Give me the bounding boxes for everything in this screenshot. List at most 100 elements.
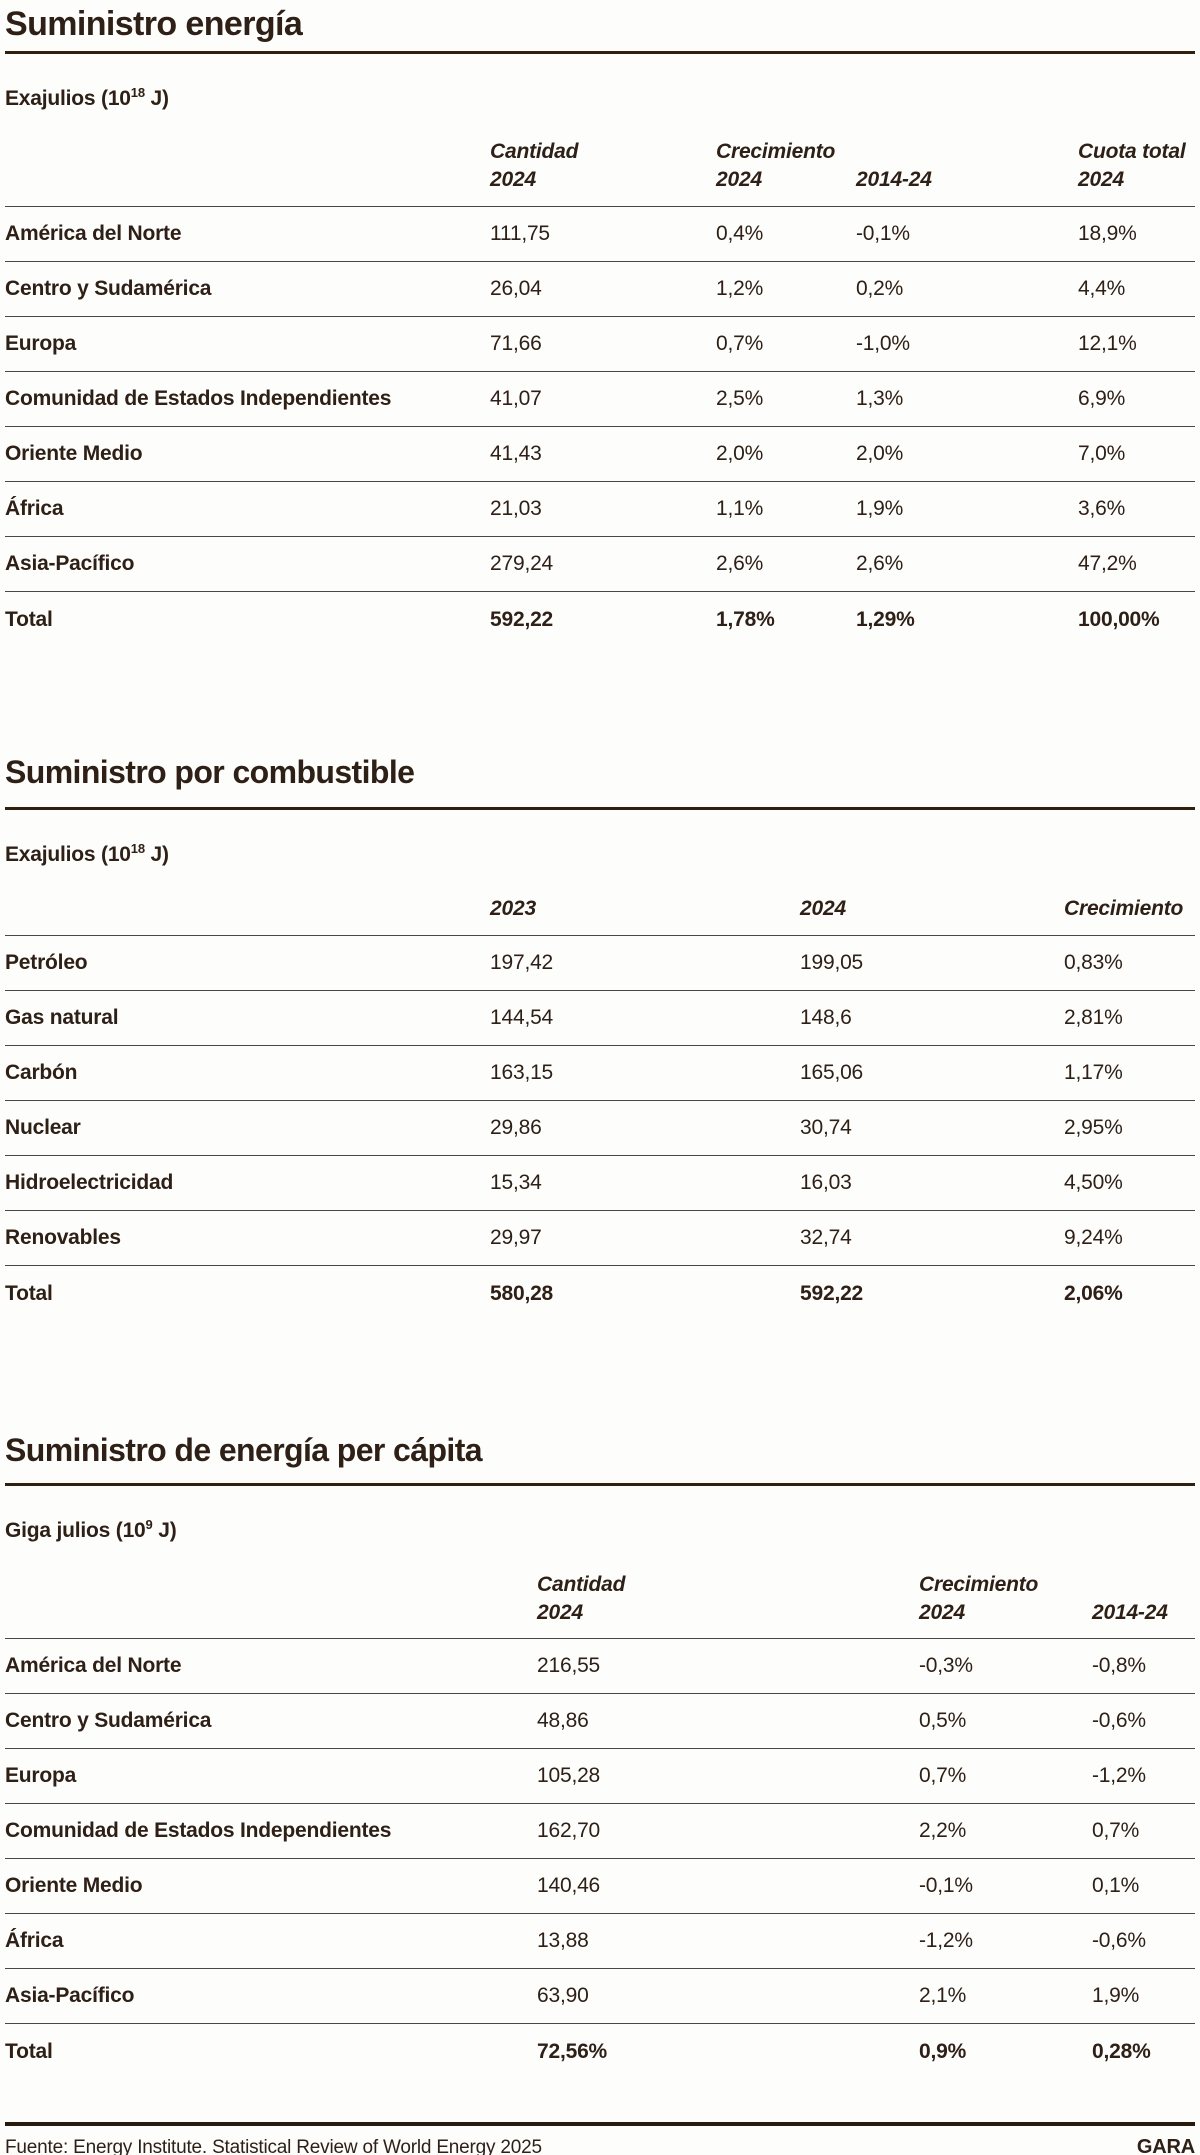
cell-value: 2,0% bbox=[716, 442, 764, 465]
source-credit: Fuente: Energy Institute. Statistical Re… bbox=[5, 2137, 542, 2155]
cell-value: 18,9% bbox=[1078, 222, 1137, 245]
cell-value: 63,90 bbox=[537, 1984, 589, 2007]
row-label: Comunidad de Estados Independientes bbox=[5, 1819, 392, 1842]
cell-value: 13,88 bbox=[537, 1929, 589, 1952]
row-label: Oriente Medio bbox=[5, 1874, 143, 1897]
unit-label: Giga julios (109 J) bbox=[5, 1517, 1195, 1543]
cell-value: 4,50% bbox=[1064, 1171, 1123, 1194]
table-row: Oriente Medio 140,46 -0,1% 0,1% bbox=[5, 1859, 1195, 1914]
table-header: Cantidad 2024 Crecimiento 2024 2014-24 bbox=[5, 1571, 1195, 1639]
table-row-total: Total 592,22 1,78% 1,29% 100,00% bbox=[5, 592, 1195, 647]
table-row: Centro y Sudamérica 48,86 0,5% -0,6% bbox=[5, 1694, 1195, 1749]
cell-value: 7,0% bbox=[1078, 442, 1126, 465]
row-label: Europa bbox=[5, 332, 77, 355]
title-rule bbox=[5, 1483, 1195, 1486]
table-row: África 13,88 -1,2% -0,6% bbox=[5, 1914, 1195, 1969]
table-row: América del Norte 111,75 0,4% -0,1% 18,9% bbox=[5, 207, 1195, 262]
cell-value: -1,0% bbox=[856, 332, 910, 355]
table-row: Gas natural 144,54 148,6 2,81% bbox=[5, 991, 1195, 1046]
cell-value: 2,81% bbox=[1064, 1006, 1123, 1029]
cell-value: -1,2% bbox=[1092, 1764, 1146, 1787]
cell-value: 279,24 bbox=[490, 552, 554, 575]
cell-value: 4,4% bbox=[1078, 277, 1126, 300]
cell-value: 0,7% bbox=[1092, 1819, 1140, 1842]
row-label: Europa bbox=[5, 1764, 77, 1787]
section-title: Suministro energía bbox=[5, 5, 303, 43]
header-cell-empty bbox=[5, 897, 490, 921]
cell-value: 0,1% bbox=[1092, 1874, 1140, 1897]
brand-logo: GARA bbox=[1136, 2136, 1195, 2155]
unit-label: Exajulios (1018 J) bbox=[5, 841, 1195, 867]
cell-value: 26,04 bbox=[490, 277, 542, 300]
header-cell-cantidad: Cantidad 2024 bbox=[490, 140, 579, 191]
cell-value: 0,4% bbox=[716, 222, 764, 245]
cell-value: 2,5% bbox=[716, 387, 764, 410]
row-label: Asia-Pacífico bbox=[5, 552, 135, 575]
row-label: África bbox=[5, 497, 64, 520]
cell-value: 2,2% bbox=[919, 1819, 967, 1842]
table-header: 2023 2024 Crecimiento bbox=[5, 897, 1195, 936]
table-row: Nuclear 29,86 30,74 2,95% bbox=[5, 1101, 1195, 1156]
unit-suffix: J) bbox=[144, 87, 169, 110]
header-cell-cuota-total: Cuota total 2024 bbox=[1078, 140, 1186, 191]
unit-label: Exajulios (1018 J) bbox=[5, 85, 1195, 111]
header-cell-2014-24: 2014-24 bbox=[856, 168, 932, 191]
cell-value: 144,54 bbox=[490, 1006, 554, 1029]
cell-value: 32,74 bbox=[800, 1226, 852, 1249]
cell-value: 0,7% bbox=[919, 1764, 967, 1787]
title-rule bbox=[5, 51, 1195, 54]
cell-value: 1,9% bbox=[856, 497, 904, 520]
row-label: Petróleo bbox=[5, 951, 88, 974]
unit-exponent: 18 bbox=[130, 85, 145, 100]
row-label: América del Norte bbox=[5, 222, 182, 245]
cell-value: -0,6% bbox=[1092, 1929, 1146, 1952]
cell-value: 140,46 bbox=[537, 1874, 601, 1897]
cell-value: 30,74 bbox=[800, 1116, 852, 1139]
table-row: Europa 105,28 0,7% -1,2% bbox=[5, 1749, 1195, 1804]
cell-value: 111,75 bbox=[490, 222, 550, 245]
row-label: Gas natural bbox=[5, 1006, 119, 1029]
table-row: África 21,03 1,1% 1,9% 3,6% bbox=[5, 482, 1195, 537]
cell-value: 41,43 bbox=[490, 442, 542, 465]
cell-value: 41,07 bbox=[490, 387, 542, 410]
cell-value: 197,42 bbox=[490, 951, 554, 974]
section-title: Suministro de energía per cápita bbox=[5, 1432, 483, 1468]
section-title: Suministro por combustible bbox=[5, 754, 415, 790]
table-row: Oriente Medio 41,43 2,0% 2,0% 7,0% bbox=[5, 427, 1195, 482]
cell-value: 12,1% bbox=[1078, 332, 1137, 355]
cell-value: 2,1% bbox=[919, 1984, 967, 2007]
cell-value: -0,3% bbox=[919, 1654, 973, 1677]
table-row: Hidroelectricidad 15,34 16,03 4,50% bbox=[5, 1156, 1195, 1211]
cell-value: 0,28% bbox=[1092, 2039, 1151, 2063]
cell-value: 1,3% bbox=[856, 387, 904, 410]
cell-value: 0,7% bbox=[716, 332, 764, 355]
table-row: Asia-Pacífico 279,24 2,6% 2,6% 47,2% bbox=[5, 537, 1195, 592]
cell-value: 105,28 bbox=[537, 1764, 601, 1787]
table-row: Comunidad de Estados Independientes 162,7… bbox=[5, 1804, 1195, 1859]
cell-value: 199,05 bbox=[800, 951, 864, 974]
table-row: Petróleo 197,42 199,05 0,83% bbox=[5, 936, 1195, 991]
section-supply-by-fuel: Suministro por combustible Exajulios (10… bbox=[5, 753, 1195, 1321]
cell-value: 72,56% bbox=[537, 2039, 608, 2063]
cell-value: 15,34 bbox=[490, 1171, 542, 1194]
unit-prefix: Exajulios (10 bbox=[5, 87, 131, 110]
table-row-total: Total 72,56% 0,9% 0,28% bbox=[5, 2024, 1195, 2079]
unit-exponent: 18 bbox=[130, 841, 145, 856]
unit-suffix: J) bbox=[144, 843, 169, 866]
cell-value: 0,5% bbox=[919, 1709, 967, 1732]
cell-value: 2,95% bbox=[1064, 1116, 1123, 1139]
cell-value: 3,6% bbox=[1078, 497, 1126, 520]
cell-value: 216,55 bbox=[537, 1654, 601, 1677]
row-label: Centro y Sudamérica bbox=[5, 1709, 212, 1732]
row-label: Renovables bbox=[5, 1226, 121, 1249]
unit-prefix: Giga julios (10 bbox=[5, 1519, 146, 1542]
cell-value: 2,06% bbox=[1064, 1281, 1123, 1305]
cell-value: 1,78% bbox=[716, 607, 775, 631]
cell-value: -0,1% bbox=[856, 222, 910, 245]
cell-value: 1,17% bbox=[1064, 1061, 1123, 1084]
unit-prefix: Exajulios (10 bbox=[5, 843, 131, 866]
cell-value: 21,03 bbox=[490, 497, 542, 520]
row-label: Total bbox=[5, 607, 53, 631]
table-row: Carbón 163,15 165,06 1,17% bbox=[5, 1046, 1195, 1101]
